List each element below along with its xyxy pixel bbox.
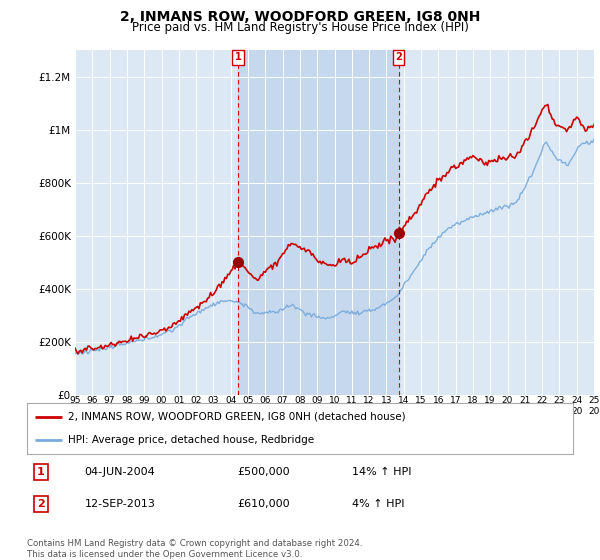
Text: £500,000: £500,000 [237, 467, 290, 477]
Text: HPI: Average price, detached house, Redbridge: HPI: Average price, detached house, Redb… [68, 435, 314, 445]
Text: 12-SEP-2013: 12-SEP-2013 [85, 499, 155, 509]
Text: 2, INMANS ROW, WOODFORD GREEN, IG8 0NH (detached house): 2, INMANS ROW, WOODFORD GREEN, IG8 0NH (… [68, 412, 406, 422]
Text: £610,000: £610,000 [237, 499, 290, 509]
Text: 2, INMANS ROW, WOODFORD GREEN, IG8 0NH: 2, INMANS ROW, WOODFORD GREEN, IG8 0NH [120, 10, 480, 24]
Bar [238, 50, 398, 395]
Text: 2: 2 [395, 52, 402, 62]
Text: 14% ↑ HPI: 14% ↑ HPI [352, 467, 412, 477]
Text: Contains HM Land Registry data © Crown copyright and database right 2024.
This d: Contains HM Land Registry data © Crown c… [27, 539, 362, 559]
Text: 4% ↑ HPI: 4% ↑ HPI [352, 499, 404, 509]
Text: 04-JUN-2004: 04-JUN-2004 [85, 467, 155, 477]
Text: Price paid vs. HM Land Registry's House Price Index (HPI): Price paid vs. HM Land Registry's House … [131, 21, 469, 34]
Text: 1: 1 [37, 467, 44, 477]
Text: 2: 2 [37, 499, 44, 509]
Text: 1: 1 [235, 52, 241, 62]
